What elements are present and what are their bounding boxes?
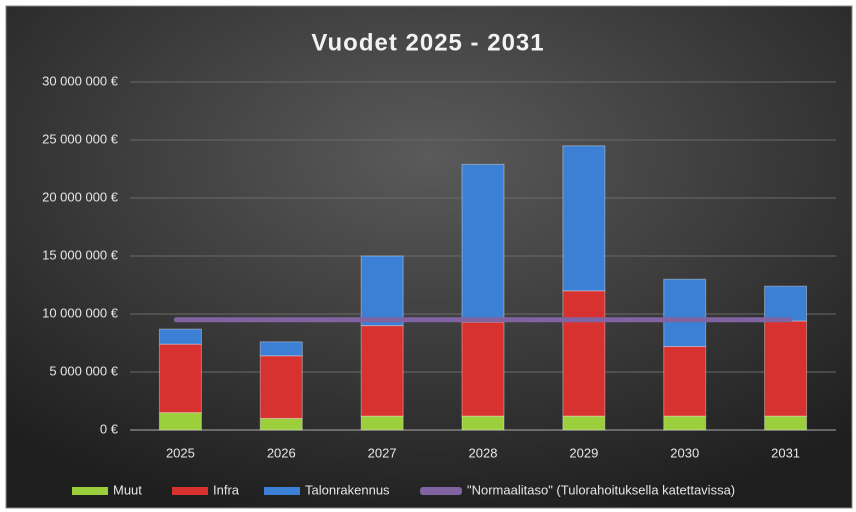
bar-segment xyxy=(259,417,303,431)
x-tick-label: 2026 xyxy=(267,445,296,460)
x-tick-label: 2028 xyxy=(469,445,498,460)
x-tick-label: 2029 xyxy=(569,445,598,460)
bar-segment xyxy=(663,278,707,347)
bar-segment xyxy=(158,328,202,345)
legend-swatch xyxy=(72,487,108,495)
legend-swatch xyxy=(264,487,300,495)
bar-segment xyxy=(764,320,808,417)
bar-segment xyxy=(764,415,808,431)
x-tick-label: 2027 xyxy=(368,445,397,460)
legend-label: Muut xyxy=(113,482,142,497)
y-tick-label: 5 000 000 € xyxy=(49,363,118,378)
legend-label: Infra xyxy=(213,482,240,497)
y-tick-label: 30 000 000 € xyxy=(42,73,119,88)
y-tick-label: 20 000 000 € xyxy=(42,189,119,204)
legend-swatch xyxy=(420,487,462,495)
legend-label: "Normaalitaso" (Tulorahoituksella katett… xyxy=(467,482,735,497)
bar-segment xyxy=(663,345,707,417)
bar-segment xyxy=(259,355,303,419)
bar-segment xyxy=(461,163,505,323)
chart-background xyxy=(5,5,853,509)
bar-segment xyxy=(764,285,808,322)
y-tick-label: 25 000 000 € xyxy=(42,131,119,146)
bar-segment xyxy=(562,145,606,292)
x-tick-label: 2030 xyxy=(670,445,699,460)
bar-segment xyxy=(158,343,202,414)
bar-segment xyxy=(259,341,303,357)
bar-segment xyxy=(562,290,606,417)
y-tick-label: 0 € xyxy=(100,421,119,436)
x-tick-label: 2025 xyxy=(166,445,195,460)
bar-segment xyxy=(360,415,404,431)
bar-segment xyxy=(461,321,505,417)
bar-segment xyxy=(158,412,202,431)
y-tick-label: 15 000 000 € xyxy=(42,247,119,262)
bar-segment xyxy=(360,255,404,327)
bar-segment xyxy=(461,415,505,431)
bar-segment xyxy=(360,325,404,417)
bar-segment xyxy=(663,415,707,431)
legend-label: Talonrakennus xyxy=(305,482,390,497)
y-tick-label: 10 000 000 € xyxy=(42,305,119,320)
bar-segment xyxy=(562,415,606,431)
legend-swatch xyxy=(172,487,208,495)
x-tick-label: 2031 xyxy=(771,445,800,460)
chart-title: Vuodet 2025 - 2031 xyxy=(311,29,544,56)
